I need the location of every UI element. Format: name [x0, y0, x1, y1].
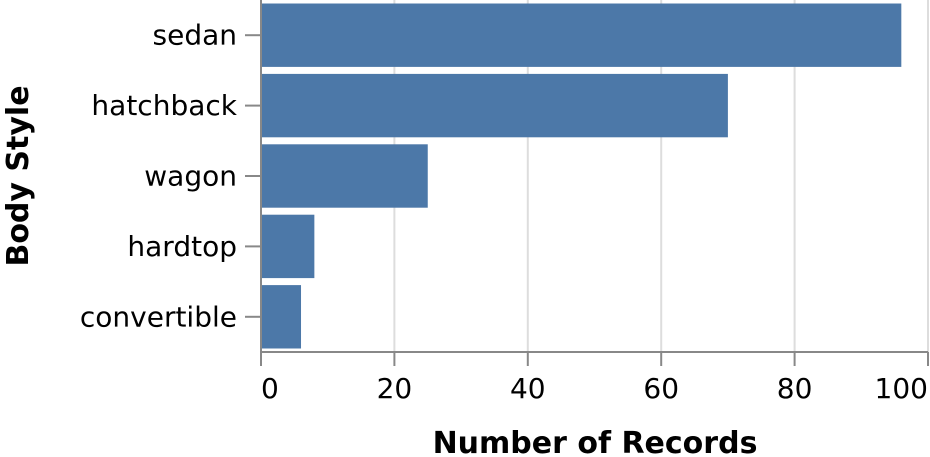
x-tick-label-60: 60 — [643, 372, 679, 405]
x-tick-label-0: 0 — [261, 372, 279, 405]
bar-hardtop — [261, 214, 315, 279]
bar-convertible — [261, 285, 302, 349]
bars — [261, 3, 902, 349]
x-tick-label-100: 100 — [875, 372, 928, 405]
y-tick-label-wagon: wagon — [144, 160, 237, 193]
x-tick-label-80: 80 — [777, 372, 813, 405]
bar-wagon — [261, 144, 428, 208]
y-tick-label-hatchback: hatchback — [91, 89, 237, 122]
x-tick-label-20: 20 — [377, 372, 413, 405]
bar-hatchback — [261, 73, 728, 138]
x-tick-label-40: 40 — [510, 372, 546, 405]
bar-sedan — [261, 3, 902, 67]
y-tick-label-sedan: sedan — [153, 19, 238, 52]
axes: sedan hatchback wagon hardtop convertible 0 20… — [80, 0, 929, 405]
y-axis-title: Body Style — [1, 85, 36, 266]
y-tick-label-hardtop: hardtop — [127, 230, 237, 263]
y-tick-label-convertible: convertible — [80, 300, 237, 333]
x-axis-title: Number of Records — [433, 426, 758, 457]
